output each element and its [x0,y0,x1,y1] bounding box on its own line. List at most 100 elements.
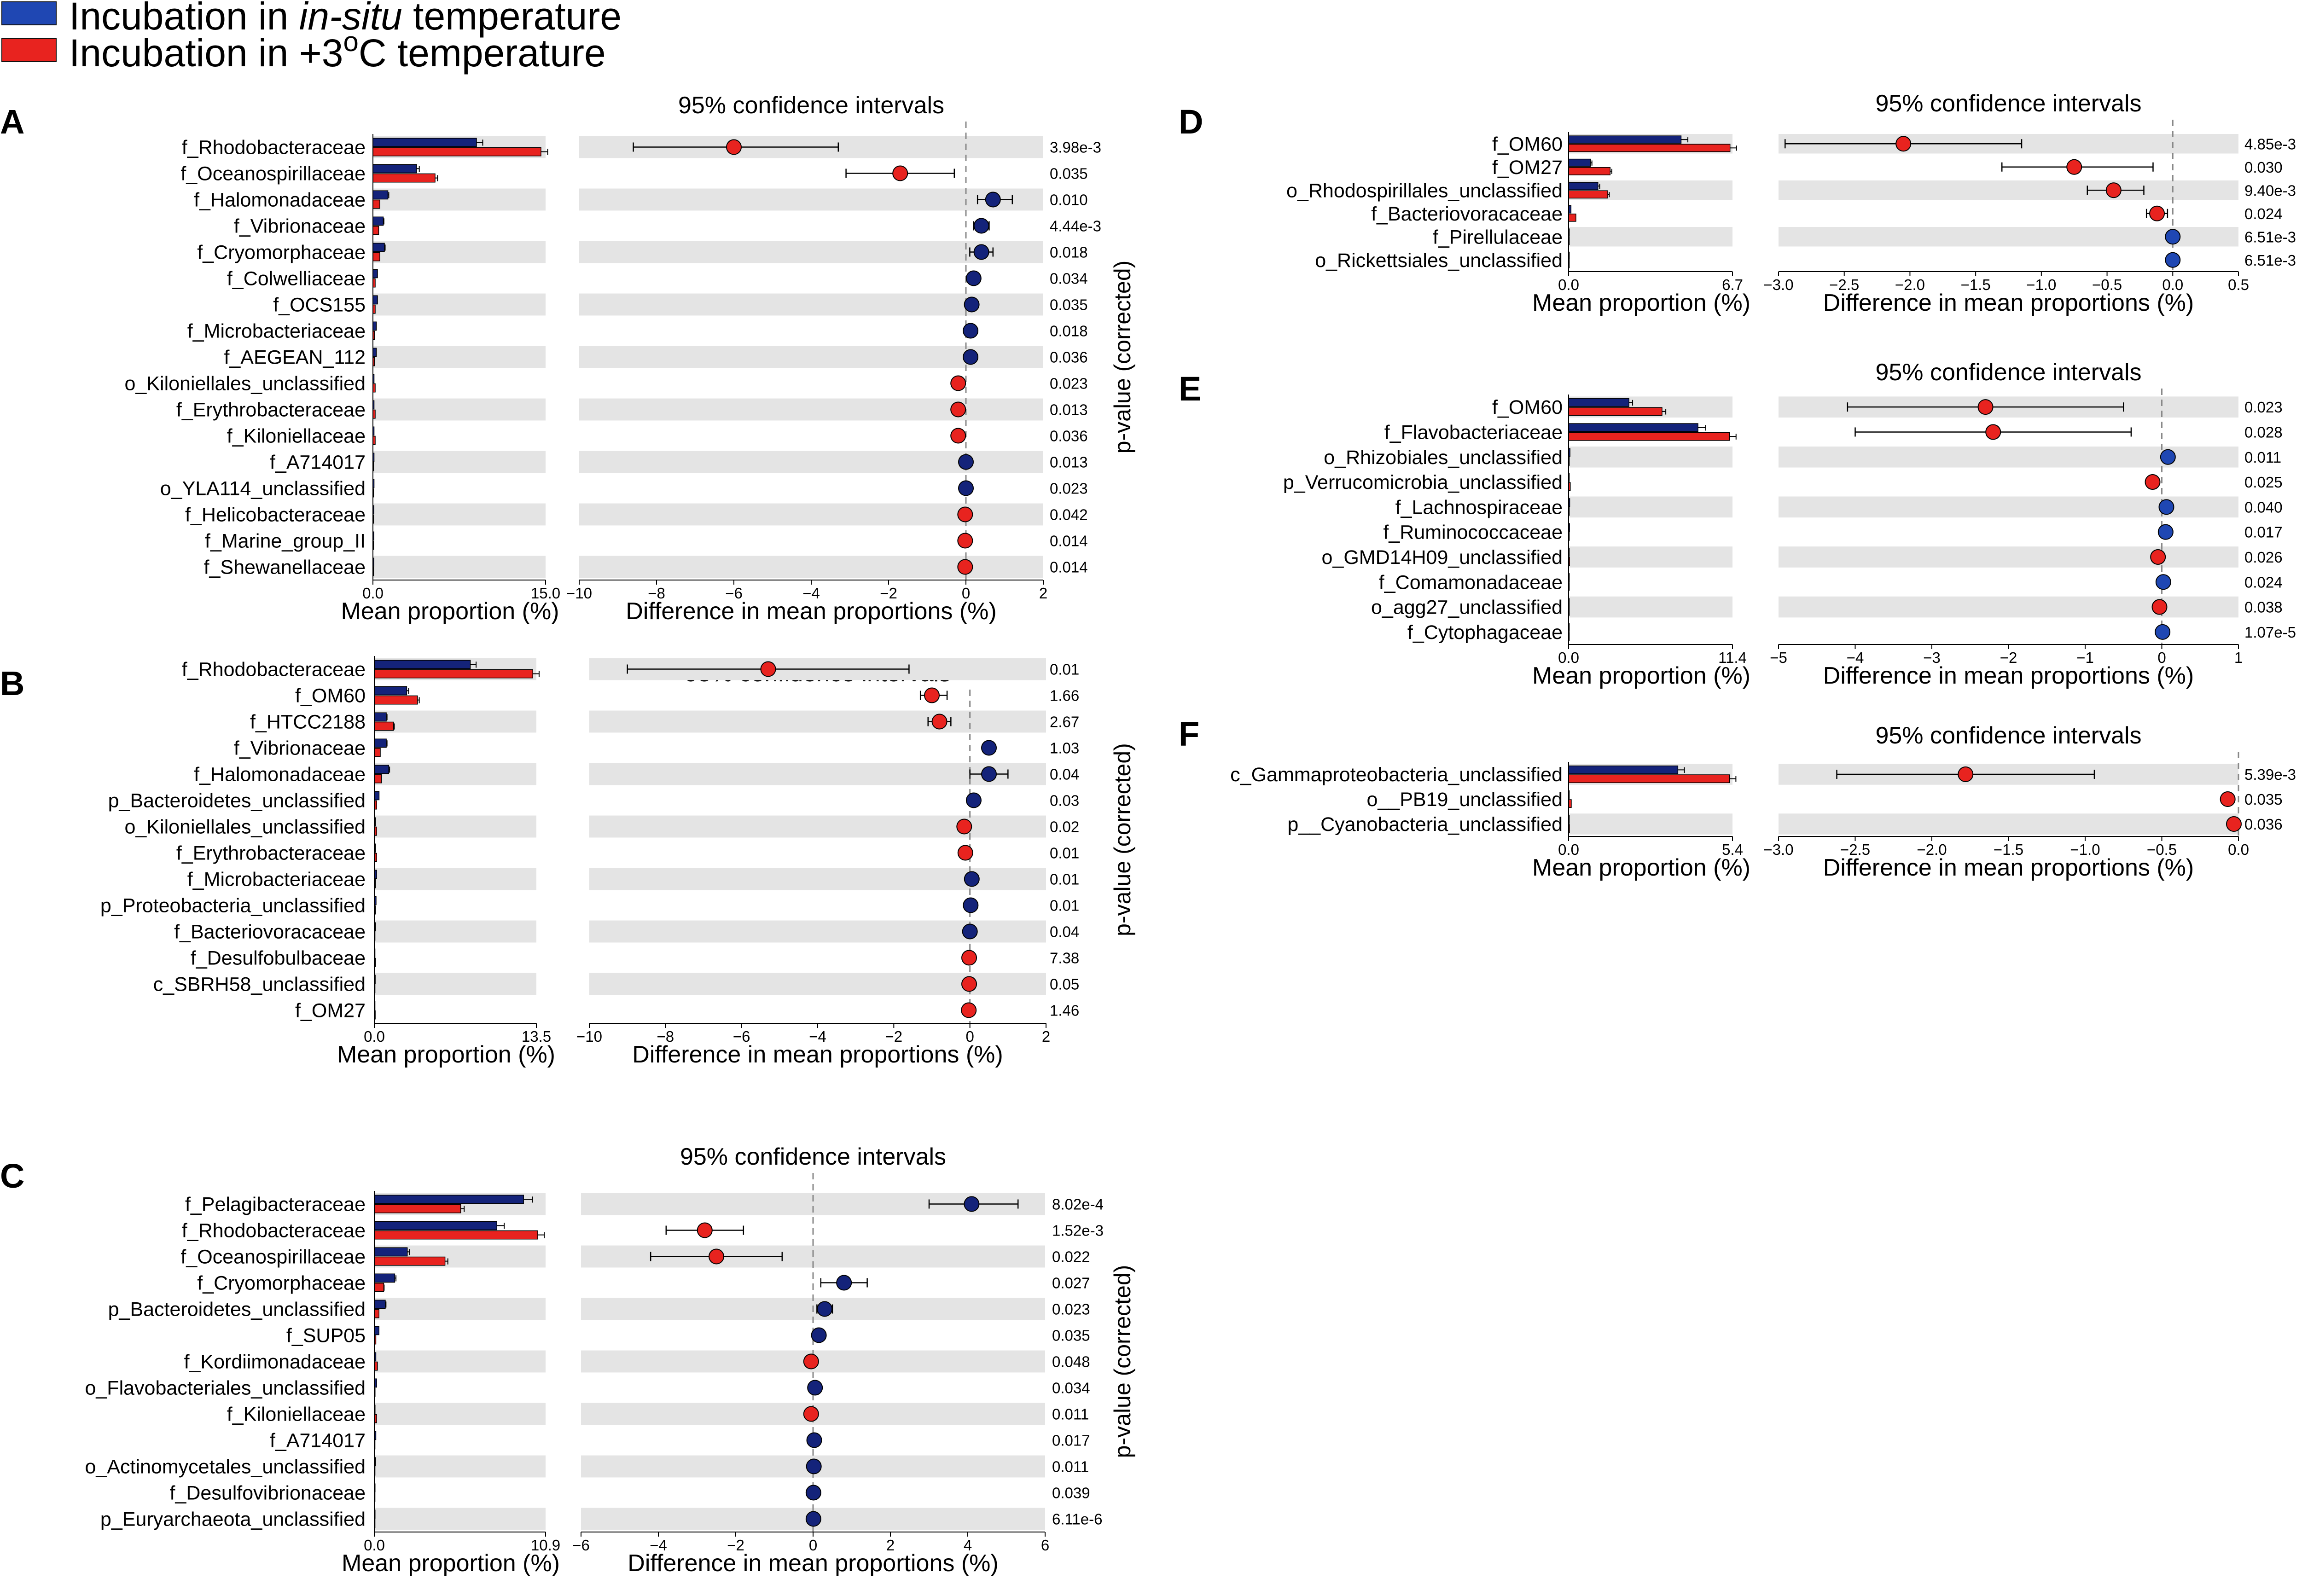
category-label: f_Bacteriovoracaceae [1371,203,1563,225]
p-value: 0.011 [1052,1458,1089,1475]
category-label: f_Pirellulaceae [1433,226,1563,248]
bar-insitu [372,321,377,331]
bar-warm [372,199,380,209]
bar-insitu [372,190,389,200]
row-band-mean [374,710,536,733]
bar-insitu [372,216,384,226]
p-value: 6.51e-3 [2244,252,2296,269]
row-band-diff [589,710,1046,733]
bar-insitu [374,1247,408,1257]
p-value: 1.03 [1050,740,1079,757]
category-label: o_GMD14H09_unclassified [1322,546,1563,569]
ci-point [2155,624,2171,640]
ci-title: 95% confidence intervals [1875,722,2141,749]
p-value: 4.85e-3 [2244,135,2296,152]
p-value: 0.017 [1052,1432,1090,1449]
diff-tick-label: −6 [572,1537,590,1554]
row-band-mean [374,868,536,890]
p-value: 0.024 [2244,574,2283,591]
ci-point [2158,499,2174,515]
row-band-diff [1779,813,2238,835]
diff-tick-label: −5 [1770,649,1787,666]
pvalue-axis-label: p-value (corrected) [1110,1265,1135,1458]
panel-letter: E [1179,370,1201,408]
diff-tick-label: −8 [648,585,665,602]
bar-insitu [1568,765,1679,774]
p-value: 0.030 [2244,159,2283,176]
category-label: f_AEGEAN_112 [224,347,366,369]
bar-warm [374,721,394,731]
row-band-mean [1569,546,1732,568]
diff-axis-label: Difference in mean proportions (%) [632,1041,1003,1068]
category-label: f_Cryomorphaceae [197,242,366,264]
ci-point [1895,136,1912,152]
bar-insitu [374,712,387,722]
bar-insitu [1568,398,1629,407]
p-value: 0.018 [1050,244,1088,261]
ci-point [2160,449,2176,465]
row-band-mean [374,920,536,943]
category-label: p_Bacteroidetes_unclassified [108,1299,366,1321]
ci-point [956,818,972,835]
p-value: 0.010 [1050,192,1088,209]
row-band-diff [579,556,1043,578]
p-value: 0.025 [2244,474,2283,491]
ci-point [964,871,980,887]
mean-tick-label: 5.4 [1722,841,1743,858]
p-value: 9.40e-3 [2244,182,2296,199]
category-label: f_OM27 [295,1000,366,1022]
category-label: p_Verrucomicrobia_unclassified [1283,471,1563,493]
category-label: f_Halomonadaceae [194,189,366,211]
ci-point [963,897,979,913]
diff-tick-label: 6 [1041,1537,1049,1554]
mean-axis-label: Mean proportion (%) [1532,854,1750,881]
category-label: f_Rhodobacteraceae [182,659,366,681]
p-value: 0.023 [1050,375,1088,392]
diff-tick-label: 0.5 [2228,276,2249,293]
row-band-diff [589,815,1046,838]
p-value: 0.028 [2244,424,2283,441]
mean-axis-label: Mean proportion (%) [1532,290,1750,316]
category-label: p__Cyanobacteria_unclassified [1287,813,1563,836]
category-label: f_Vibrionaceae [234,737,366,760]
diff-tick-label: −3.0 [1763,841,1793,858]
category-label: f_OM60 [1492,133,1563,155]
mean-axis-label: Mean proportion (%) [341,598,559,625]
category-label: c_SBRH58_unclassified [153,974,366,996]
ci-point [981,766,997,782]
bar-insitu [374,1273,395,1283]
ci-title: 95% confidence intervals [1875,90,2141,117]
bar-insitu [372,348,377,357]
p-value: 3.98e-3 [1050,139,1101,156]
diff-tick-label: 0 [965,1028,974,1045]
bar-insitu [1568,423,1698,432]
row-band-mean [374,1403,546,1425]
row-band-mean [1569,496,1732,518]
diff-tick-label: −3 [1923,649,1941,666]
category-label: f_Erythrobacteraceae [176,842,366,865]
category-label: o__PB19_unclassified [1366,789,1563,811]
ci-point [957,845,973,861]
p-value: 0.024 [2244,205,2283,222]
ci-title: 95% confidence intervals [678,92,944,119]
bar-warm [1568,407,1663,416]
p-value: 0.02 [1050,818,1079,836]
category-label: f_Rhodobacteraceae [182,137,366,159]
p-value: 0.011 [2244,449,2281,466]
legend-swatch [1,1,57,25]
p-value: 0.014 [1050,533,1088,550]
ci-point [973,218,989,234]
ci-point [697,1222,713,1238]
category-label: o_Rhizobiales_unclassified [1324,447,1563,469]
diff-tick-label: −4 [802,585,820,602]
bar-warm [1568,214,1576,222]
category-label: f_OM27 [1492,157,1563,179]
bar-warm [374,1283,384,1292]
row-band-mean [373,188,546,211]
diff-tick-label: −2.5 [1840,841,1870,858]
ci-point [803,1406,819,1422]
bar-insitu [372,243,385,252]
ci-point [963,323,979,339]
mean-tick-label: 0.0 [362,585,384,602]
